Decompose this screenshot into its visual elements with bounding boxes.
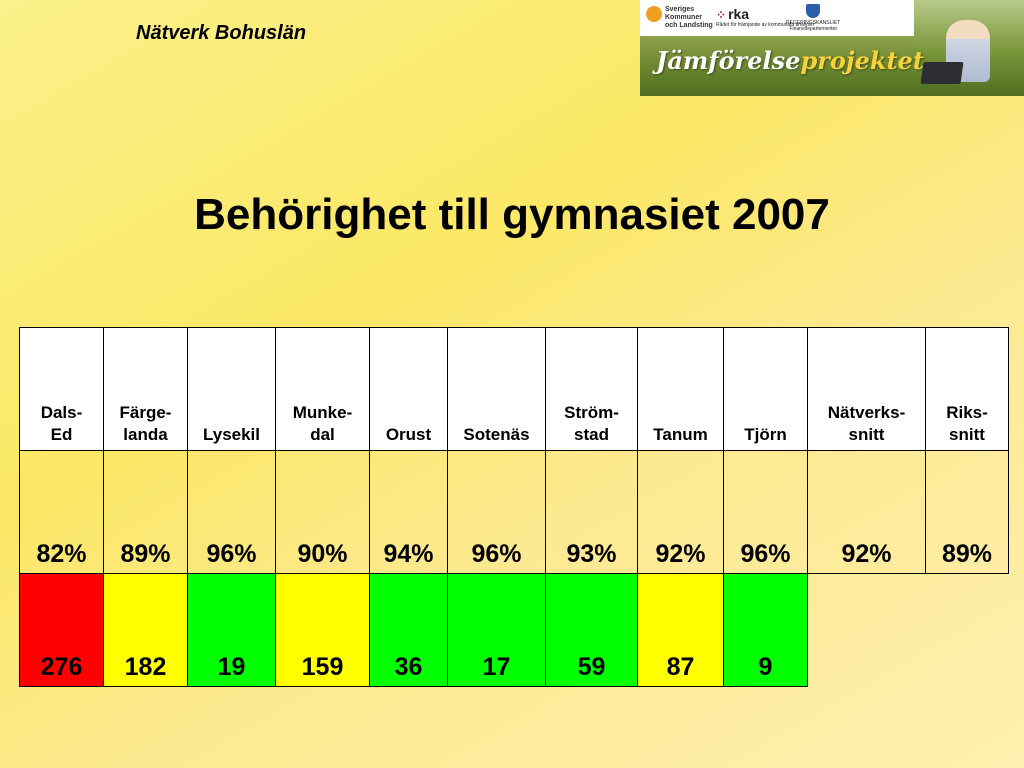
- percentage-cell: 89%: [103, 450, 188, 574]
- count-cell: 17: [447, 573, 546, 687]
- count-cell: 276: [19, 573, 104, 687]
- count-cell: 9: [723, 573, 808, 687]
- percentage-cell: 94%: [369, 450, 448, 574]
- column-header: Färge-landa: [103, 327, 188, 451]
- column-header: Dals- Ed: [19, 327, 104, 451]
- percentage-cell: 89%: [925, 450, 1009, 574]
- sun-icon: [646, 6, 662, 22]
- crest-icon: [806, 4, 821, 18]
- count-cell: 87: [637, 573, 724, 687]
- dots-icon: ⁘: [716, 8, 727, 22]
- page-title: Behörighet till gymnasiet 2007: [194, 190, 830, 239]
- laptop-icon: [920, 62, 964, 84]
- column-header: Riks-snitt: [925, 327, 1009, 451]
- count-cell: 182: [103, 573, 188, 687]
- count-cell: 19: [187, 573, 276, 687]
- count-cell: 159: [275, 573, 370, 687]
- count-row: 276 182 19 159 36 17 59 87 9: [19, 573, 1009, 687]
- column-header: Ström-stad: [545, 327, 638, 451]
- rka-logo: ⁘ rka Rådet för främjande av kommunala an…: [716, 6, 815, 28]
- regeringskansliet-logo: REGERINGSKANSLIET Finansdepartementet: [786, 4, 840, 32]
- column-header: Tjörn: [723, 327, 808, 451]
- header-row: Dals- Ed Färge-landa Lysekil Munke-dal Orust S…: [19, 327, 1009, 451]
- header-title: Nätverk Bohuslän: [136, 22, 307, 44]
- column-header: Nätverks-snitt: [807, 327, 926, 451]
- column-header: Munke-dal: [275, 327, 370, 451]
- column-header: Tanum: [637, 327, 724, 451]
- column-header: Lysekil: [187, 327, 276, 451]
- percentage-cell: 93%: [545, 450, 638, 574]
- project-banner: Sveriges Kommuner och Landsting ⁘ rka Råd…: [640, 0, 1024, 96]
- percentage-cell: 90%: [275, 450, 370, 574]
- percentage-cell: 92%: [807, 450, 926, 574]
- project-name: Jämförelseprojektet: [656, 46, 924, 75]
- percentage-cell: 96%: [187, 450, 276, 574]
- eligibility-table: Dals- Ed Färge-landa Lysekil Munke-dal Orust S…: [19, 327, 1009, 687]
- count-cell: 59: [545, 573, 638, 687]
- percentage-cell: 96%: [447, 450, 546, 574]
- column-header: Orust: [369, 327, 448, 451]
- count-cell: 36: [369, 573, 448, 687]
- percentage-cell: 92%: [637, 450, 724, 574]
- percentage-cell: 82%: [19, 450, 104, 574]
- percentage-cell: 96%: [723, 450, 808, 574]
- percentage-row: 82% 89% 96% 90% 94% 96% 93% 92% 96% 92% 89%: [19, 450, 1009, 574]
- skl-logo: Sveriges Kommuner och Landsting: [646, 6, 713, 30]
- column-header: Sotenäs: [447, 327, 546, 451]
- banner-photo-child: [914, 0, 1024, 96]
- empty-cell: [808, 574, 1009, 687]
